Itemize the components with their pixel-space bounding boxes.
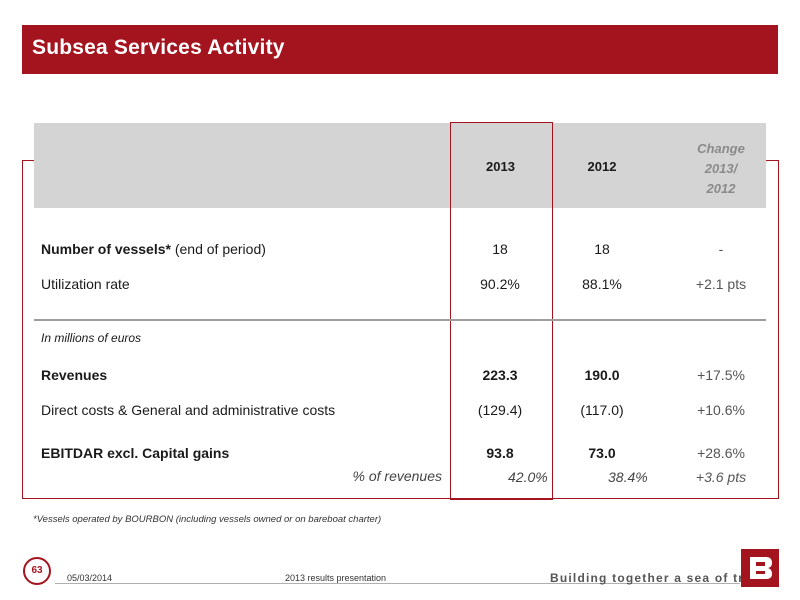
footnote: *Vessels operated by BOURBON (including … xyxy=(33,514,382,525)
row-direct-costs-2012: (117.0) xyxy=(580,402,624,418)
row-pct-revenues-label: % of revenues xyxy=(352,468,443,484)
row-pct-revenues-change: +3.6 pts xyxy=(695,469,747,485)
logo-b-glyph-icon xyxy=(741,549,779,587)
row-ebitdar-2012: 73.0 xyxy=(588,445,616,461)
row-vessels-2013: 18 xyxy=(492,241,508,257)
row-ebitdar-change: +28.6% xyxy=(697,445,745,461)
section-divider xyxy=(34,319,766,321)
row-utilization-2012: 88.1% xyxy=(582,276,622,292)
row-ebitdar-2013: 93.8 xyxy=(486,445,514,461)
row-vessels-label: Number of vessels* (end of period) xyxy=(41,241,266,257)
header-change-line3: 2012 xyxy=(706,181,736,196)
row-revenues-change: +17.5% xyxy=(697,367,745,383)
row-direct-costs-label: Direct costs & General and administrativ… xyxy=(41,402,336,418)
page-number-badge: 63 xyxy=(23,557,51,585)
table-frame-corner-left xyxy=(22,160,34,161)
table-frame xyxy=(22,160,779,499)
row-utilization-change: +2.1 pts xyxy=(695,276,747,292)
company-logo-icon xyxy=(741,549,779,587)
row-revenues-2012: 190.0 xyxy=(584,367,620,383)
table-header-background xyxy=(34,123,766,208)
row-revenues-label: Revenues xyxy=(41,367,108,383)
row-vessels-change: - xyxy=(718,241,724,257)
header-change-line1: Change xyxy=(697,141,745,156)
table-frame-corner-right xyxy=(766,160,778,161)
row-pct-revenues-2013: 42.0% xyxy=(508,469,548,485)
title-banner: Subsea Services Activity xyxy=(22,25,778,74)
row-vessels-label-bold: Number of vessels* xyxy=(41,241,171,257)
header-2013: 2013 xyxy=(486,159,515,174)
footer-divider xyxy=(55,583,740,584)
row-vessels-label-rest: (end of period) xyxy=(170,241,266,257)
footer-date: 05/03/2014 xyxy=(67,573,113,583)
footer-tagline: Building together a sea of trust xyxy=(550,571,766,585)
page-title: Subsea Services Activity xyxy=(32,36,285,59)
row-utilization-label: Utilization rate xyxy=(41,276,130,292)
footer-presentation-title: 2013 results presentation xyxy=(285,573,387,583)
header-change: Change 2013/ 2012 xyxy=(676,139,766,199)
header-2012: 2012 xyxy=(587,159,617,174)
row-vessels-2012: 18 xyxy=(594,241,610,257)
row-direct-costs-change: +10.6% xyxy=(697,402,745,418)
row-direct-costs-2013: (129.4) xyxy=(477,402,523,418)
row-pct-revenues-2012: 38.4% xyxy=(608,469,648,485)
header-change-line2: 2013/ xyxy=(704,161,738,176)
highlight-2013-column xyxy=(450,122,553,500)
row-ebitdar-label: EBITDAR excl. Capital gains xyxy=(41,445,230,461)
row-utilization-2013: 90.2% xyxy=(480,276,520,292)
row-revenues-2013: 223.3 xyxy=(482,367,518,383)
units-note: In millions of euros xyxy=(41,331,142,345)
